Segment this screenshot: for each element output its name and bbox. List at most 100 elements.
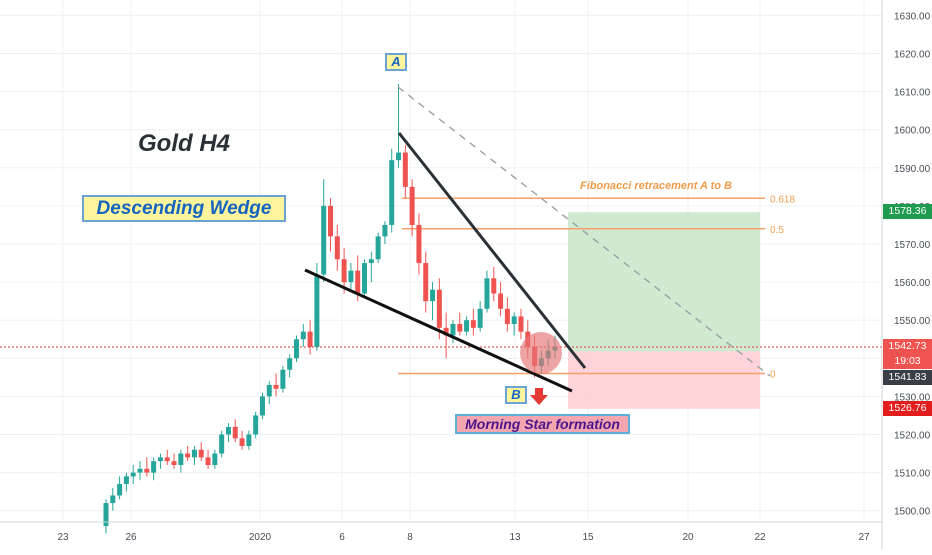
point-b-label[interactable]: B	[505, 386, 527, 404]
candle[interactable]	[287, 354, 293, 378]
candle-body	[328, 205, 333, 237]
candle-body	[477, 308, 483, 328]
stop-zone	[568, 351, 760, 409]
candle[interactable]	[396, 83, 402, 168]
candle[interactable]	[266, 381, 272, 405]
candle[interactable]	[518, 308, 524, 340]
descending-wedge-label[interactable]: Descending Wedge	[82, 195, 286, 222]
candle[interactable]	[382, 221, 388, 244]
candle[interactable]	[246, 430, 252, 450]
candle[interactable]	[293, 335, 299, 363]
candle-body	[232, 426, 238, 439]
time-axis: 23 26 2020 6 8 13 15 20 22 27	[57, 532, 870, 543]
morning-star-label[interactable]: Morning Star formation	[455, 414, 630, 434]
candle[interactable]	[280, 365, 286, 393]
candle[interactable]	[185, 445, 191, 462]
price-tick-label: 1600.00	[894, 126, 931, 137]
candle[interactable]	[464, 316, 470, 336]
candle[interactable]	[178, 449, 184, 473]
candle[interactable]	[368, 251, 374, 283]
time-tick-label: 20	[682, 532, 694, 543]
candle-body	[225, 426, 231, 435]
candle[interactable]	[362, 259, 368, 298]
candle-body	[144, 468, 150, 473]
fibonacci-title: Fibonacci retracement A to B	[580, 180, 732, 192]
candle[interactable]	[314, 263, 320, 351]
candle[interactable]	[416, 213, 422, 275]
candle-body	[389, 160, 395, 225]
candle[interactable]	[259, 392, 265, 420]
candle-body	[246, 434, 252, 446]
candle[interactable]	[504, 297, 510, 332]
down-arrow-icon	[530, 388, 548, 405]
candle[interactable]	[171, 453, 177, 469]
candle[interactable]	[328, 198, 333, 252]
candle[interactable]	[470, 308, 476, 336]
time-tick-label: 22	[754, 532, 766, 543]
candle[interactable]	[477, 301, 483, 332]
candle[interactable]	[117, 476, 123, 500]
candle-body	[457, 324, 463, 332]
candle[interactable]	[450, 320, 456, 344]
candle[interactable]	[137, 461, 143, 481]
candle-body	[314, 274, 320, 347]
candle[interactable]	[409, 179, 415, 237]
candle[interactable]	[130, 464, 136, 485]
candle-body	[321, 205, 327, 275]
candle[interactable]	[232, 419, 238, 443]
current-price-tag: 1542.73	[883, 339, 932, 354]
candle[interactable]	[191, 445, 197, 465]
time-tick-label: 23	[57, 532, 69, 543]
candle-body	[212, 453, 218, 465]
candle-body	[293, 339, 299, 359]
candle[interactable]	[389, 148, 395, 233]
candle[interactable]	[219, 430, 225, 458]
candle-body	[341, 259, 347, 283]
candle[interactable]	[321, 179, 327, 283]
candle[interactable]	[300, 324, 306, 347]
candle[interactable]	[151, 457, 157, 481]
candle[interactable]	[225, 423, 231, 443]
price-tick-label: 1630.00	[894, 11, 931, 22]
price-tick-label: 1570.00	[894, 240, 931, 251]
point-a-label[interactable]: A	[385, 53, 407, 71]
candle[interactable]	[307, 320, 313, 355]
candle[interactable]	[239, 430, 245, 450]
candle-body	[423, 263, 429, 302]
candle[interactable]	[123, 472, 129, 492]
candle[interactable]	[423, 251, 429, 313]
projection-line	[397, 86, 771, 377]
candle[interactable]	[375, 232, 381, 264]
candle[interactable]	[198, 442, 204, 462]
time-tick-label: 13	[509, 532, 521, 543]
candle[interactable]	[110, 487, 116, 511]
candle-body	[191, 449, 197, 458]
candle[interactable]	[144, 457, 150, 477]
candle[interactable]	[164, 449, 170, 465]
stop-price-tag: 1526.76	[883, 401, 932, 416]
candle[interactable]	[511, 312, 517, 336]
candle[interactable]	[436, 278, 442, 340]
candle[interactable]	[402, 144, 408, 199]
time-tick-label: 15	[582, 532, 594, 543]
candle[interactable]	[103, 499, 109, 534]
candle[interactable]	[253, 411, 259, 439]
price-tick-label: 1610.00	[894, 88, 931, 99]
candle[interactable]	[205, 449, 211, 469]
candle[interactable]	[498, 282, 504, 317]
candle[interactable]	[341, 247, 347, 294]
candle-body	[253, 415, 259, 435]
candle[interactable]	[430, 282, 436, 321]
candle[interactable]	[212, 449, 218, 469]
candle[interactable]	[157, 453, 163, 469]
candle[interactable]	[491, 266, 497, 302]
candle[interactable]	[348, 263, 354, 290]
candle[interactable]	[457, 312, 463, 336]
candle-body	[402, 152, 408, 187]
candle[interactable]	[484, 270, 490, 313]
candle[interactable]	[273, 373, 279, 397]
candle-body	[219, 434, 225, 454]
candle[interactable]	[334, 224, 340, 271]
